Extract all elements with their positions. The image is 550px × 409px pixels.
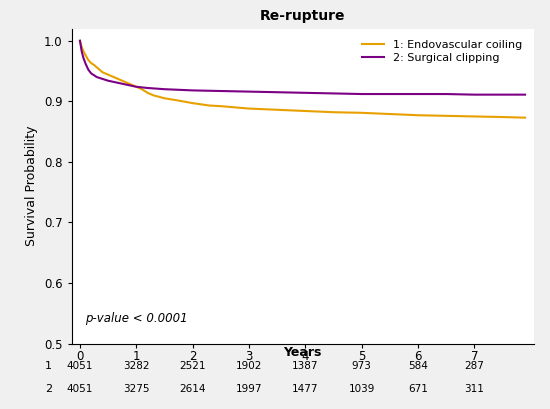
1: Endovascular coiling: (0, 1): Endovascular coiling: (0, 1) bbox=[76, 38, 83, 43]
1: Endovascular coiling: (0.15, 0.968): Endovascular coiling: (0.15, 0.968) bbox=[85, 58, 92, 63]
1: Endovascular coiling: (7.5, 0.874): Endovascular coiling: (7.5, 0.874) bbox=[499, 115, 506, 119]
1: Endovascular coiling: (3.5, 0.886): Endovascular coiling: (3.5, 0.886) bbox=[274, 107, 280, 112]
2: Surgical clipping: (0, 1): Surgical clipping: (0, 1) bbox=[76, 38, 83, 43]
2: Surgical clipping: (4, 0.914): Surgical clipping: (4, 0.914) bbox=[302, 90, 309, 95]
1: Endovascular coiling: (0.35, 0.952): Endovascular coiling: (0.35, 0.952) bbox=[96, 67, 103, 72]
1: Endovascular coiling: (3, 0.888): Endovascular coiling: (3, 0.888) bbox=[246, 106, 252, 111]
1: Endovascular coiling: (0.4, 0.948): Endovascular coiling: (0.4, 0.948) bbox=[99, 70, 106, 75]
Text: 2: 2 bbox=[189, 351, 196, 364]
Text: 3282: 3282 bbox=[123, 362, 150, 371]
1: Endovascular coiling: (0.3, 0.956): Endovascular coiling: (0.3, 0.956) bbox=[94, 65, 100, 70]
Text: 2: 2 bbox=[45, 384, 52, 394]
2: Surgical clipping: (7, 0.911): Surgical clipping: (7, 0.911) bbox=[471, 92, 477, 97]
2: Surgical clipping: (0.4, 0.937): Surgical clipping: (0.4, 0.937) bbox=[99, 76, 106, 81]
2: Surgical clipping: (0.7, 0.93): Surgical clipping: (0.7, 0.93) bbox=[116, 81, 123, 85]
Text: 3: 3 bbox=[245, 351, 252, 364]
1: Endovascular coiling: (1, 0.924): Endovascular coiling: (1, 0.924) bbox=[133, 84, 140, 89]
1: Endovascular coiling: (2.3, 0.893): Endovascular coiling: (2.3, 0.893) bbox=[206, 103, 213, 108]
1: Endovascular coiling: (1.7, 0.902): Endovascular coiling: (1.7, 0.902) bbox=[173, 98, 179, 103]
Line: 1: Endovascular coiling: 1: Endovascular coiling bbox=[80, 41, 525, 118]
1: Endovascular coiling: (1.5, 0.905): Endovascular coiling: (1.5, 0.905) bbox=[161, 96, 168, 101]
1: Endovascular coiling: (6, 0.877): Endovascular coiling: (6, 0.877) bbox=[415, 113, 421, 118]
2: Surgical clipping: (7.9, 0.911): Surgical clipping: (7.9, 0.911) bbox=[522, 92, 529, 97]
2: Surgical clipping: (0.9, 0.926): Surgical clipping: (0.9, 0.926) bbox=[128, 83, 134, 88]
Text: 2521: 2521 bbox=[179, 362, 206, 371]
Text: 4051: 4051 bbox=[67, 384, 93, 394]
1: Endovascular coiling: (5, 0.881): Endovascular coiling: (5, 0.881) bbox=[359, 110, 365, 115]
2: Surgical clipping: (2.5, 0.917): Surgical clipping: (2.5, 0.917) bbox=[217, 89, 224, 94]
1: Endovascular coiling: (2.5, 0.892): Endovascular coiling: (2.5, 0.892) bbox=[217, 104, 224, 109]
2: Surgical clipping: (0.03, 0.983): Surgical clipping: (0.03, 0.983) bbox=[78, 49, 85, 54]
Text: 1039: 1039 bbox=[349, 384, 375, 394]
1: Endovascular coiling: (0.9, 0.928): Endovascular coiling: (0.9, 0.928) bbox=[128, 82, 134, 87]
Line: 2: Surgical clipping: 2: Surgical clipping bbox=[80, 41, 525, 94]
1: Endovascular coiling: (0.25, 0.96): Endovascular coiling: (0.25, 0.96) bbox=[91, 63, 97, 67]
1: Endovascular coiling: (0.6, 0.94): Endovascular coiling: (0.6, 0.94) bbox=[111, 74, 117, 79]
Text: 2614: 2614 bbox=[179, 384, 206, 394]
1: Endovascular coiling: (1.2, 0.914): Endovascular coiling: (1.2, 0.914) bbox=[144, 90, 151, 95]
Text: 4051: 4051 bbox=[67, 362, 93, 371]
2: Surgical clipping: (6, 0.912): Surgical clipping: (6, 0.912) bbox=[415, 92, 421, 97]
Text: 973: 973 bbox=[351, 362, 372, 371]
Text: 671: 671 bbox=[408, 384, 428, 394]
1: Endovascular coiling: (7.9, 0.873): Endovascular coiling: (7.9, 0.873) bbox=[522, 115, 529, 120]
Text: 1: 1 bbox=[133, 351, 140, 364]
2: Surgical clipping: (5, 0.912): Surgical clipping: (5, 0.912) bbox=[359, 92, 365, 97]
2: Surgical clipping: (0.1, 0.962): Surgical clipping: (0.1, 0.962) bbox=[82, 61, 89, 66]
1: Endovascular coiling: (1.1, 0.92): Endovascular coiling: (1.1, 0.92) bbox=[139, 87, 145, 92]
2: Surgical clipping: (6.5, 0.912): Surgical clipping: (6.5, 0.912) bbox=[443, 92, 449, 97]
1: Endovascular coiling: (0.5, 0.944): Endovascular coiling: (0.5, 0.944) bbox=[105, 72, 112, 77]
Text: Years: Years bbox=[283, 346, 322, 360]
Text: 1387: 1387 bbox=[292, 362, 318, 371]
1: Endovascular coiling: (0.1, 0.976): Endovascular coiling: (0.1, 0.976) bbox=[82, 53, 89, 58]
Text: 6: 6 bbox=[414, 351, 422, 364]
2: Surgical clipping: (0.8, 0.928): Surgical clipping: (0.8, 0.928) bbox=[122, 82, 128, 87]
Legend: 1: Endovascular coiling, 2: Surgical clipping: 1: Endovascular coiling, 2: Surgical cli… bbox=[356, 34, 528, 69]
2: Surgical clipping: (5.5, 0.912): Surgical clipping: (5.5, 0.912) bbox=[387, 92, 393, 97]
Text: 5: 5 bbox=[358, 351, 365, 364]
Text: 3275: 3275 bbox=[123, 384, 150, 394]
2: Surgical clipping: (0.6, 0.932): Surgical clipping: (0.6, 0.932) bbox=[111, 79, 117, 84]
2: Surgical clipping: (0.5, 0.934): Surgical clipping: (0.5, 0.934) bbox=[105, 78, 112, 83]
1: Endovascular coiling: (7, 0.875): Endovascular coiling: (7, 0.875) bbox=[471, 114, 477, 119]
Text: 1902: 1902 bbox=[236, 362, 262, 371]
Text: 311: 311 bbox=[464, 384, 485, 394]
1: Endovascular coiling: (0.06, 0.983): Endovascular coiling: (0.06, 0.983) bbox=[80, 49, 87, 54]
2: Surgical clipping: (0.2, 0.946): Surgical clipping: (0.2, 0.946) bbox=[88, 71, 95, 76]
2: Surgical clipping: (1, 0.924): Surgical clipping: (1, 0.924) bbox=[133, 84, 140, 89]
Y-axis label: Survival Probability: Survival Probability bbox=[25, 126, 39, 246]
1: Endovascular coiling: (0.7, 0.936): Endovascular coiling: (0.7, 0.936) bbox=[116, 77, 123, 82]
2: Surgical clipping: (2, 0.918): Surgical clipping: (2, 0.918) bbox=[189, 88, 196, 93]
2: Surgical clipping: (0.3, 0.94): Surgical clipping: (0.3, 0.94) bbox=[94, 74, 100, 79]
Text: 1477: 1477 bbox=[292, 384, 318, 394]
1: Endovascular coiling: (0.8, 0.932): Endovascular coiling: (0.8, 0.932) bbox=[122, 79, 128, 84]
Title: Re-rupture: Re-rupture bbox=[260, 9, 345, 23]
1: Endovascular coiling: (2, 0.897): Endovascular coiling: (2, 0.897) bbox=[189, 101, 196, 106]
1: Endovascular coiling: (0.2, 0.963): Endovascular coiling: (0.2, 0.963) bbox=[88, 61, 95, 65]
2: Surgical clipping: (7.5, 0.911): Surgical clipping: (7.5, 0.911) bbox=[499, 92, 506, 97]
2: Surgical clipping: (1.2, 0.922): Surgical clipping: (1.2, 0.922) bbox=[144, 85, 151, 90]
2: Surgical clipping: (4.5, 0.913): Surgical clipping: (4.5, 0.913) bbox=[330, 91, 337, 96]
2: Surgical clipping: (3.5, 0.915): Surgical clipping: (3.5, 0.915) bbox=[274, 90, 280, 94]
2: Surgical clipping: (0.15, 0.952): Surgical clipping: (0.15, 0.952) bbox=[85, 67, 92, 72]
Text: 0: 0 bbox=[76, 351, 84, 364]
1: Endovascular coiling: (4.5, 0.882): Endovascular coiling: (4.5, 0.882) bbox=[330, 110, 337, 115]
1: Endovascular coiling: (4, 0.884): Endovascular coiling: (4, 0.884) bbox=[302, 108, 309, 113]
1: Endovascular coiling: (6.5, 0.876): Endovascular coiling: (6.5, 0.876) bbox=[443, 113, 449, 118]
Text: 7: 7 bbox=[471, 351, 478, 364]
Text: 287: 287 bbox=[464, 362, 485, 371]
2: Surgical clipping: (1.5, 0.92): Surgical clipping: (1.5, 0.92) bbox=[161, 87, 168, 92]
1: Endovascular coiling: (1.3, 0.91): Endovascular coiling: (1.3, 0.91) bbox=[150, 93, 157, 98]
2: Surgical clipping: (0.06, 0.972): Surgical clipping: (0.06, 0.972) bbox=[80, 55, 87, 60]
1: Endovascular coiling: (5.5, 0.879): Endovascular coiling: (5.5, 0.879) bbox=[387, 112, 393, 117]
Text: 4: 4 bbox=[301, 351, 309, 364]
Text: p-value < 0.0001: p-value < 0.0001 bbox=[85, 312, 188, 325]
2: Surgical clipping: (3, 0.916): Surgical clipping: (3, 0.916) bbox=[246, 89, 252, 94]
Text: 1997: 1997 bbox=[236, 384, 262, 394]
Text: 584: 584 bbox=[408, 362, 428, 371]
1: Endovascular coiling: (0.03, 0.99): Endovascular coiling: (0.03, 0.99) bbox=[78, 44, 85, 49]
Text: 1: 1 bbox=[45, 362, 52, 371]
